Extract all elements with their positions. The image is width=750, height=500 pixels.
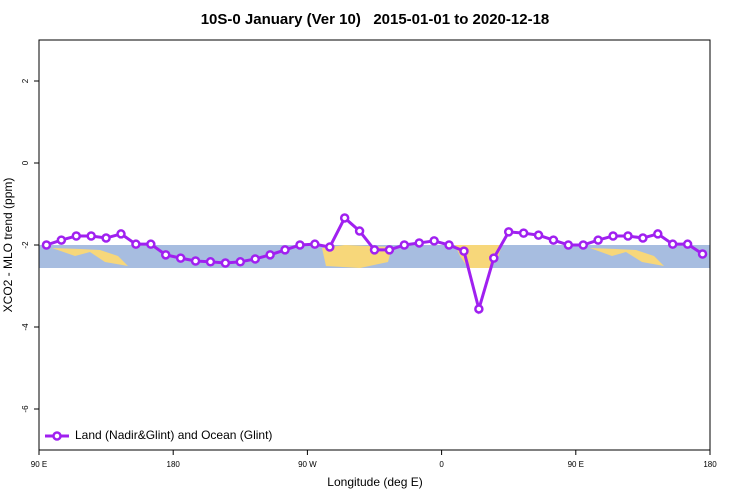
- legend-marker: [52, 431, 62, 441]
- y-tick-label: -6: [21, 405, 30, 413]
- data-point: [131, 239, 141, 249]
- data-point: [310, 239, 320, 249]
- data-point: [190, 256, 201, 266]
- data-point: [250, 254, 260, 264]
- x-tick-label: 90 E: [568, 460, 584, 469]
- data-point: [384, 245, 395, 255]
- x-tick-label: 180: [167, 460, 181, 469]
- data-point: [116, 229, 126, 239]
- data-point: [638, 233, 648, 243]
- data-point: [369, 245, 380, 255]
- x-tick-label: 180: [703, 460, 717, 469]
- data-point: [667, 239, 678, 249]
- data-point: [533, 230, 544, 240]
- data-point: [653, 229, 663, 239]
- data-point: [265, 250, 275, 260]
- data-point: [697, 249, 708, 259]
- x-tick-label: 90 E: [31, 460, 47, 469]
- data-point: [235, 257, 246, 267]
- data-point: [399, 240, 410, 250]
- land-shape: [590, 248, 664, 266]
- y-tick-label: -2: [21, 241, 30, 249]
- land-shape: [52, 248, 128, 266]
- data-point: [71, 231, 82, 241]
- data-point: [429, 236, 439, 246]
- data-point: [56, 235, 67, 245]
- y-tick-label: 0: [21, 160, 30, 165]
- data-point: [175, 253, 186, 263]
- data-point: [160, 250, 171, 260]
- data-point: [444, 240, 454, 250]
- y-axis-label: XCO2 - MLO trend (ppm): [1, 178, 15, 313]
- data-point: [459, 246, 469, 256]
- data-point: [503, 227, 514, 237]
- data-point: [41, 240, 52, 250]
- data-point: [280, 245, 290, 255]
- x-tick-label: 0: [439, 460, 444, 469]
- data-point: [354, 226, 365, 236]
- data-point: [682, 239, 693, 249]
- data-point: [339, 213, 350, 223]
- data-point: [146, 239, 156, 249]
- y-tick-label: -4: [21, 323, 30, 331]
- y-tick-label: 2: [21, 78, 30, 83]
- data-point: [548, 235, 559, 245]
- data-point: [623, 231, 633, 241]
- data-point: [608, 231, 618, 241]
- legend-label: Land (Nadir&Glint) and Ocean (Glint): [75, 428, 272, 442]
- chart-title: 10S-0 January (Ver 10) 2015-01-01 to 202…: [201, 11, 550, 28]
- data-point: [474, 304, 484, 314]
- data-point: [578, 240, 589, 250]
- data-point: [220, 258, 231, 268]
- data-point: [593, 235, 603, 245]
- data-point: [86, 231, 96, 241]
- data-point: [295, 240, 305, 250]
- data-point: [101, 233, 111, 243]
- data-point: [563, 240, 574, 250]
- data-point: [518, 228, 529, 238]
- x-tick-label: 90 W: [298, 460, 317, 469]
- x-axis-label: Longitude (deg E): [327, 475, 422, 489]
- data-point: [205, 257, 216, 267]
- data-point: [489, 253, 499, 263]
- data-point: [414, 238, 424, 248]
- data-point: [325, 242, 335, 252]
